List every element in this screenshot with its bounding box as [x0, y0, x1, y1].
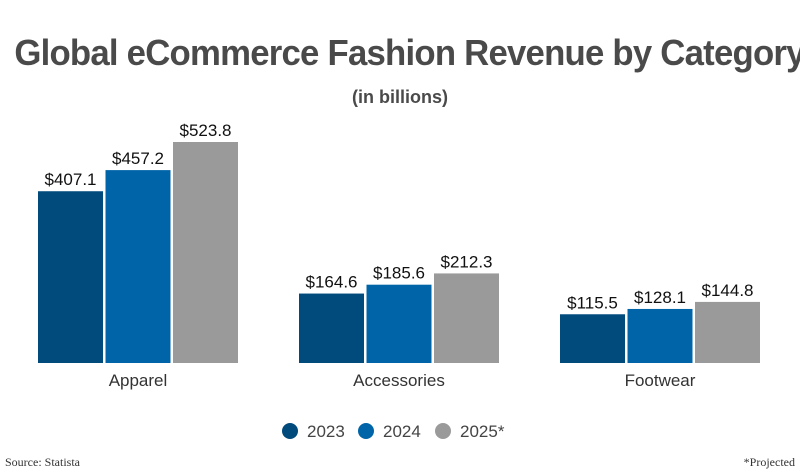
bar [366, 284, 432, 363]
bar [434, 273, 499, 363]
chart-title-container: Global eCommerce Fashion Revenue by Cate… [0, 32, 800, 76]
x-tick-label: Accessories [353, 371, 445, 390]
data-label: $144.8 [702, 281, 754, 300]
data-label: $212.3 [441, 252, 493, 271]
legend-label: 2024 [383, 422, 421, 441]
data-label: $115.5 [567, 293, 618, 312]
data-label: $164.6 [306, 273, 358, 292]
bar [627, 308, 693, 363]
bar [105, 170, 171, 363]
source-note: Source: Statista [5, 455, 80, 469]
data-label: $128.1 [634, 288, 686, 307]
data-label: $185.6 [373, 264, 425, 283]
bar [299, 293, 364, 363]
x-tick-label: Footwear [625, 371, 696, 390]
legend-marker [435, 423, 451, 439]
data-label: $523.8 [180, 121, 232, 140]
bar [695, 301, 760, 363]
legend-marker [282, 423, 298, 439]
legend-label: 2025* [460, 422, 505, 441]
data-label: $407.1 [45, 170, 97, 189]
footnote: *Projected [743, 455, 795, 469]
bar [38, 191, 103, 363]
x-tick-label: Apparel [109, 371, 168, 390]
bar [560, 314, 625, 363]
legend-marker [358, 423, 374, 439]
chart-subtitle: (in billions) [352, 87, 448, 107]
bar [173, 142, 238, 363]
chart-title: Global eCommerce Fashion Revenue by Cate… [14, 32, 800, 73]
legend-label: 2023 [307, 422, 345, 441]
data-label: $457.2 [112, 149, 164, 168]
